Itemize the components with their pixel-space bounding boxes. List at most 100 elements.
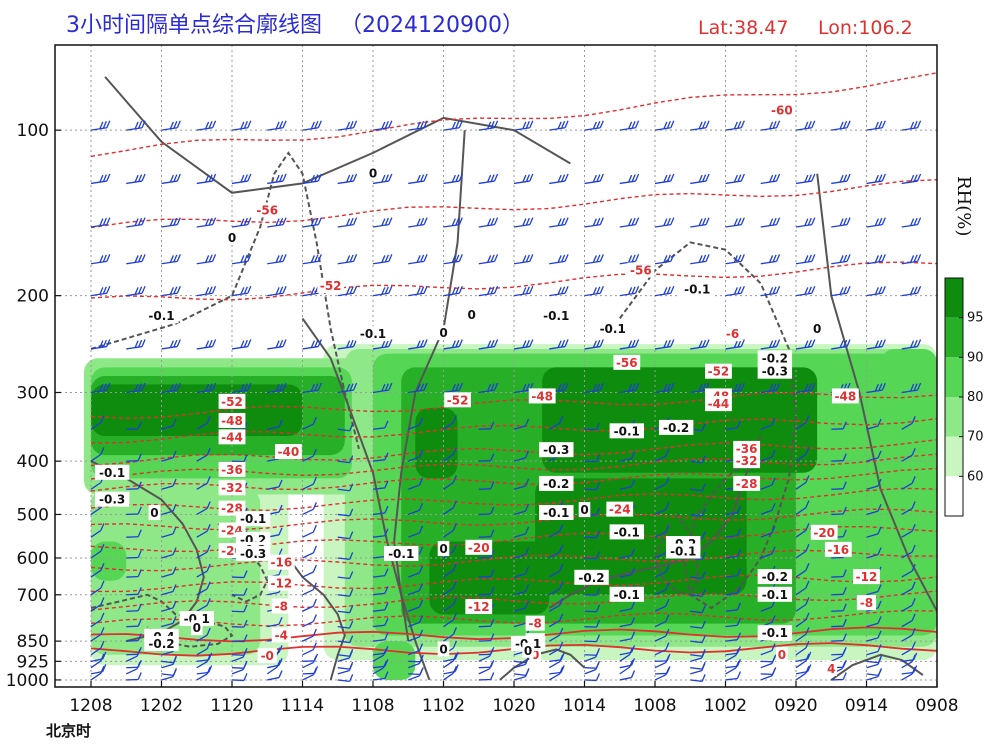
wind-barb: [126, 217, 146, 228]
omega-label: 0: [148, 505, 161, 521]
svg-text:-0.1: -0.1: [543, 506, 569, 520]
wind-barb: [548, 613, 564, 628]
contour-labels: -60-56-56-52-52-48-44-40-36-32-28-24-20-…: [94, 102, 880, 676]
wind-barb: [690, 605, 706, 614]
wind-barb: [901, 286, 922, 297]
temperature-label: -0: [257, 648, 277, 664]
wind-barb: [901, 666, 916, 681]
wind-barb: [654, 120, 675, 131]
wind-barb: [372, 382, 393, 394]
omega-contour-line: [90, 460, 205, 643]
wind-barb: [478, 286, 499, 297]
wind-barb: [619, 647, 634, 662]
wind-barb: [408, 120, 428, 131]
wind-barb: [337, 382, 358, 394]
wind-barb: [196, 382, 217, 394]
omega-label: -0.2: [658, 419, 694, 435]
wind-barb: [549, 120, 569, 131]
wind-barb: [478, 618, 495, 628]
wind-barb: [760, 120, 781, 131]
omega-label: 0: [437, 641, 450, 657]
wind-barb: [478, 587, 495, 596]
wind-barb: [267, 419, 283, 430]
wind-barb: [408, 502, 424, 516]
x-tick-label: 0914: [845, 696, 888, 716]
wind-barb: [196, 665, 213, 675]
temperature-label: -48: [218, 412, 246, 428]
colorbar-tick-label: 60: [967, 469, 984, 484]
svg-text:-56: -56: [616, 356, 638, 370]
wind-barb: [831, 453, 847, 462]
isotherm-line: [90, 391, 937, 420]
wind-barb: [126, 481, 142, 490]
wind-barb: [795, 580, 810, 596]
wind-barb: [760, 643, 776, 656]
wind-barb: [619, 659, 634, 675]
temperature-label: -28: [733, 475, 761, 491]
wind-barb: [302, 339, 322, 350]
wind-barb: [725, 586, 742, 596]
wind-barb: [831, 506, 847, 516]
wind-barb: [795, 254, 816, 265]
svg-text:-20: -20: [813, 526, 835, 540]
wind-barb: [267, 670, 283, 681]
svg-text:0: 0: [531, 648, 539, 662]
wind-barb: [831, 120, 851, 131]
temperature-label: -20: [810, 524, 838, 540]
x-tick-label: 0920: [774, 696, 817, 716]
wind-barb: [126, 421, 142, 430]
wind-barb: [654, 448, 670, 462]
wind-barb: [408, 173, 428, 185]
wind-barb: [302, 642, 317, 656]
y-tick-label: 925: [17, 652, 49, 672]
omega-label: -0.1: [609, 524, 644, 540]
svg-text:0: 0: [193, 621, 201, 635]
wind-barb: [513, 503, 530, 516]
svg-text:-52: -52: [708, 365, 730, 379]
wind-barb: [725, 617, 742, 628]
svg-text:-0.1: -0.1: [762, 626, 788, 640]
wind-barb: [866, 644, 882, 656]
svg-text:-48: -48: [835, 389, 857, 403]
wind-barb: [901, 523, 916, 538]
svg-text:-0.1: -0.1: [360, 327, 386, 341]
wind-barb: [795, 523, 810, 538]
wind-barb: [337, 663, 353, 675]
wind-barb: [302, 448, 317, 462]
wind-barb: [196, 581, 211, 596]
wind-barb: [267, 286, 287, 297]
wind-barb: [901, 652, 918, 662]
wind-barb: [302, 598, 317, 612]
wind-barb: [196, 447, 211, 462]
wind-barb: [161, 120, 181, 131]
svg-text:-0.1: -0.1: [762, 588, 788, 602]
svg-text:0: 0: [369, 167, 377, 181]
temperature-label: -52: [705, 363, 732, 379]
wind-barb: [619, 339, 640, 350]
wind-barb: [267, 120, 287, 131]
wind-barb: [231, 604, 248, 613]
colorbar: 95 90 80 70 60: [944, 277, 984, 517]
wind-barb: [372, 254, 393, 265]
y-tick-label: 200: [17, 287, 49, 307]
wind-barb: [654, 582, 670, 596]
wind-barb: [584, 422, 601, 431]
wind-barb: [443, 447, 458, 462]
wind-barb: [302, 254, 322, 265]
wind-barb: [513, 669, 530, 681]
wind-barb: [513, 254, 534, 265]
isotherm-line: [90, 574, 937, 593]
wind-barb: [408, 477, 424, 490]
wind-barb: [866, 630, 882, 642]
wind-barb: [866, 120, 886, 131]
temperature-label: -12: [853, 569, 880, 585]
wind-barb: [408, 254, 428, 265]
temperature-label: -44: [705, 396, 732, 412]
wind-barb: [478, 661, 494, 675]
wind-barb: [584, 662, 600, 675]
wind-barb: [795, 651, 812, 662]
omega-label: -0.3: [235, 545, 271, 561]
wind-barb: [267, 658, 283, 669]
wind-barb: [619, 548, 636, 559]
omega-label: -0.1: [355, 326, 391, 342]
